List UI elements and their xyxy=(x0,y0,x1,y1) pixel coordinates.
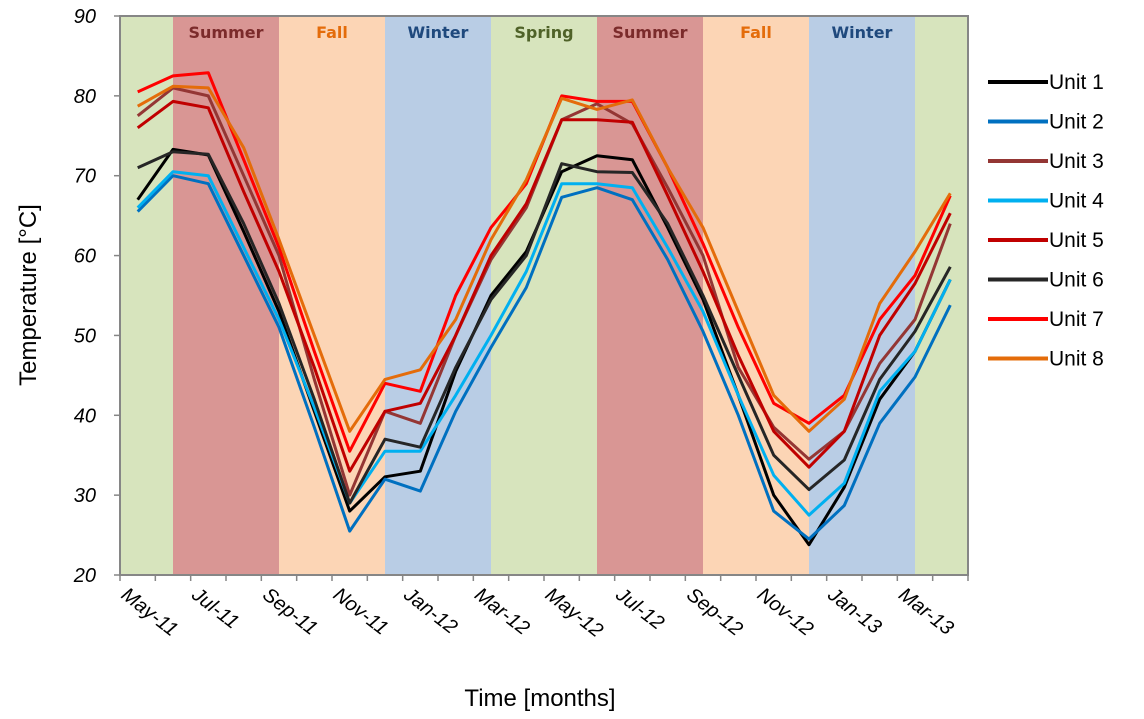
season-label: Winter xyxy=(408,23,469,42)
y-tick-label: 80 xyxy=(74,86,96,108)
legend-label: Unit 7 xyxy=(1049,308,1104,331)
x-tick-label: Jan-13 xyxy=(823,583,886,639)
season-labels: Summer Fall Winter Spring Summer Fall Winter xyxy=(189,23,893,42)
legend-label: Unit 6 xyxy=(1049,269,1104,292)
y-tick-label: 50 xyxy=(74,325,96,347)
legend-label: Unit 1 xyxy=(1049,71,1104,94)
series-line xyxy=(136,99,952,473)
series-line xyxy=(136,174,952,541)
x-tick-label: Nov-12 xyxy=(753,584,817,641)
legend-label: Unit 3 xyxy=(1049,150,1104,173)
season-label: Winter xyxy=(832,23,893,42)
season-band xyxy=(597,16,703,575)
x-axis: May-11 Jul-11 Sep-11 Nov-11 Jan-12 Mar-12 May-… xyxy=(117,575,969,642)
season-label: Fall xyxy=(740,23,772,42)
x-tick-label: Jul-12 xyxy=(611,583,668,634)
x-tick-label: Mar-12 xyxy=(470,584,533,640)
x-tick-label: Nov-11 xyxy=(329,584,392,640)
x-tick-label: Sep-12 xyxy=(682,584,746,641)
y-tick-label: 20 xyxy=(73,565,96,587)
x-tick-label: May-12 xyxy=(541,584,607,642)
x-tick-label: Mar-13 xyxy=(894,584,957,640)
series-line xyxy=(137,150,952,505)
series-line xyxy=(136,84,952,433)
series-line xyxy=(136,170,952,517)
season-label: Spring xyxy=(514,23,573,42)
season-label: Summer xyxy=(613,23,688,42)
y-tick-label: 40 xyxy=(74,405,96,427)
x-tick-label: Jan-12 xyxy=(399,583,462,639)
legend-label: Unit 8 xyxy=(1049,348,1104,371)
y-tick-label: 70 xyxy=(74,166,96,188)
legend: Unit 1 Unit 2 Unit 3 Unit 4 Unit 5 Unit 6 Unit… xyxy=(988,71,1104,371)
y-tick-label: 90 xyxy=(74,6,96,28)
season-band xyxy=(703,16,809,575)
season-label: Fall xyxy=(316,23,348,42)
legend-label: Unit 5 xyxy=(1049,229,1104,252)
legend-label: Unit 4 xyxy=(1049,190,1104,213)
x-tick-label: Sep-11 xyxy=(258,584,321,640)
season-band xyxy=(491,16,597,575)
series-lines xyxy=(136,71,952,547)
season-band xyxy=(173,16,279,575)
x-tick-label: Jul-11 xyxy=(187,583,243,634)
x-axis-title: Time [months] xyxy=(464,685,615,712)
y-axis: 20 30 40 50 60 70 80 90 xyxy=(73,6,120,587)
x-tick-label: May-11 xyxy=(117,584,182,641)
y-axis-title: Temperature [°C] xyxy=(15,204,42,386)
legend-label: Unit 2 xyxy=(1049,111,1104,134)
y-tick-label: 60 xyxy=(74,246,96,268)
season-label: Summer xyxy=(189,23,264,42)
y-tick-label: 30 xyxy=(74,485,96,507)
